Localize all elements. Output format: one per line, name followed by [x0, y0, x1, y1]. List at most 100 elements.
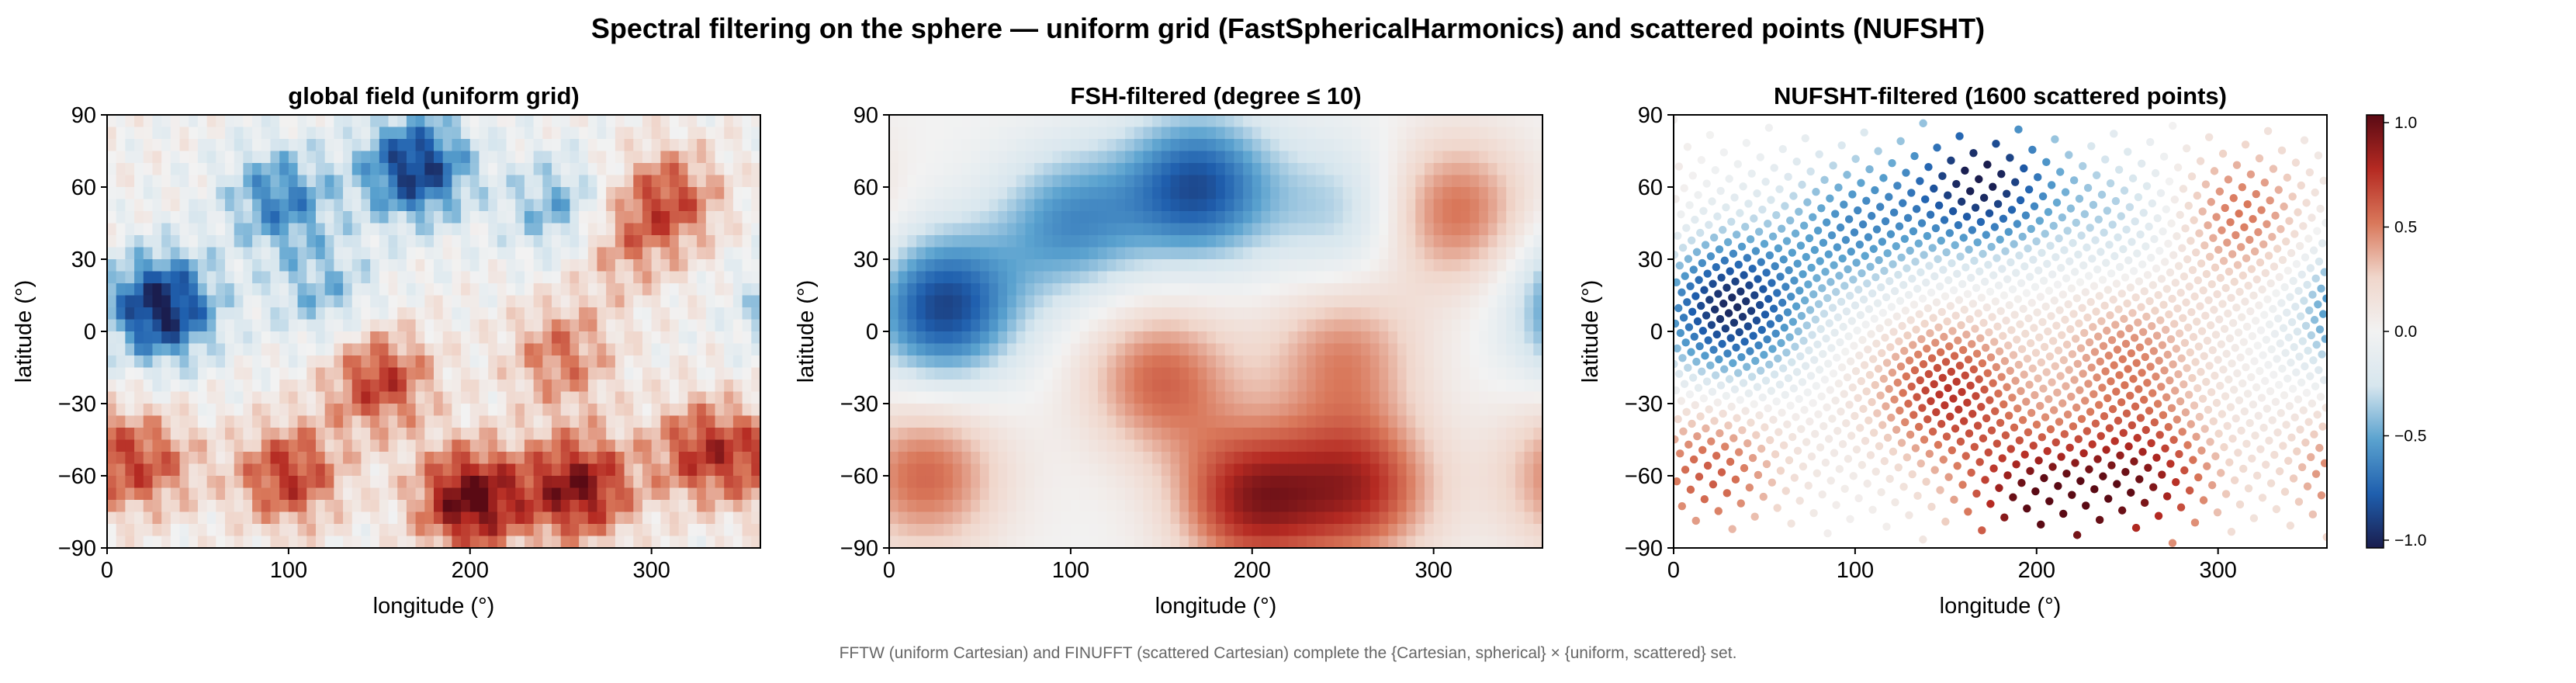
heatmap-cell: [461, 331, 471, 345]
heatmap-cell: [1433, 487, 1443, 501]
heatmap-cell: [1252, 463, 1262, 477]
heatmap-cell: [1487, 235, 1498, 248]
heatmap-cell: [1533, 187, 1542, 200]
heatmap-cell: [452, 247, 462, 260]
heatmap-cell: [705, 223, 716, 236]
heatmap-cell: [1197, 259, 1207, 272]
heatmap-cell: [434, 175, 444, 188]
heatmap-cell: [197, 247, 208, 260]
heatmap-cell: [1261, 199, 1271, 212]
heatmap-cell: [1442, 115, 1452, 128]
heatmap-cell: [461, 127, 471, 140]
heatmap-cell: [1406, 211, 1416, 224]
heatmap-cell: [370, 391, 380, 404]
heatmap-cell: [998, 295, 1008, 308]
heatmap-cell: [961, 151, 971, 164]
heatmap-cell: [898, 319, 908, 332]
heatmap-cell: [1016, 295, 1027, 308]
heatmap-cell: [189, 199, 199, 212]
heatmap-cell: [461, 380, 471, 393]
heatmap-cell: [1279, 452, 1290, 465]
heatmap-cell: [297, 511, 307, 525]
heatmap-cell: [343, 151, 353, 164]
heatmap-cell: [732, 271, 743, 284]
heatmap-cell: [624, 115, 634, 128]
heatmap-cell: [1079, 428, 1089, 441]
heatmap-cell: [651, 319, 661, 332]
heatmap-cell: [1224, 439, 1234, 452]
heatmap-cell: [998, 404, 1008, 417]
heatmap-cell: [406, 487, 417, 501]
heatmap-cell: [606, 127, 616, 140]
heatmap-cell: [434, 452, 444, 465]
heatmap-cell: [351, 163, 362, 176]
heatmap-cell: [542, 235, 552, 248]
heatmap-cell: [324, 199, 334, 212]
heatmap-cell: [989, 223, 999, 236]
heatmap-cell: [587, 476, 598, 489]
heatmap-cell: [670, 127, 680, 140]
heatmap-cell: [170, 487, 181, 501]
heatmap-cell: [107, 235, 117, 248]
heatmap-cell: [397, 175, 407, 188]
heatmap-cell: [1506, 175, 1516, 188]
heatmap-cell: [1224, 151, 1234, 164]
heatmap-cell: [1125, 380, 1135, 393]
heatmap-cell: [971, 259, 981, 272]
heatmap-cell: [225, 151, 235, 164]
heatmap-cell: [624, 439, 634, 452]
heatmap-cell: [406, 271, 417, 284]
heatmap-cell: [1533, 319, 1542, 332]
heatmap-cell: [1397, 476, 1407, 489]
heatmap-cell: [624, 307, 634, 321]
heatmap-cell: [670, 223, 680, 236]
heatmap-cell: [179, 415, 189, 428]
heatmap-cell: [1442, 500, 1452, 513]
heatmap-cell: [379, 391, 390, 404]
heatmap-cell: [469, 391, 480, 404]
heatmap-cell: [1288, 175, 1298, 188]
heatmap-cell: [197, 187, 208, 200]
heatmap-cell: [1433, 235, 1443, 248]
heatmap-cell: [1252, 307, 1262, 321]
heatmap-cell: [1197, 235, 1207, 248]
heatmap-cell: [515, 223, 525, 236]
heatmap-cell: [143, 476, 154, 489]
heatmap-cell: [1143, 415, 1153, 428]
heatmap-cell: [934, 127, 944, 140]
heatmap-cell: [898, 199, 908, 212]
heatmap-cell: [633, 175, 643, 188]
heatmap-cell: [1134, 500, 1144, 513]
heatmap-cell: [1415, 187, 1425, 200]
heatmap-cell: [1197, 487, 1207, 501]
heatmap-cell: [606, 524, 616, 537]
heatmap-cell: [515, 307, 525, 321]
heatmap-cell: [916, 247, 926, 260]
heatmap-cell: [1379, 319, 1389, 332]
heatmap-cell: [306, 500, 317, 513]
heatmap-cell: [361, 511, 371, 525]
heatmap-cell: [1352, 139, 1362, 152]
heatmap-cell: [216, 235, 226, 248]
heatmap-cell: [243, 380, 253, 393]
heatmap-cell: [742, 343, 752, 356]
heatmap-cell: [1388, 247, 1398, 260]
heatmap-cell: [1506, 367, 1516, 380]
heatmap-cell: [1061, 163, 1072, 176]
heatmap-cell: [1379, 235, 1389, 248]
heatmap-cell: [889, 380, 899, 393]
heatmap-cell: [998, 343, 1008, 356]
heatmap-cell: [216, 247, 226, 260]
heatmap-cell: [1415, 223, 1425, 236]
heatmap-cell: [907, 259, 917, 272]
heatmap-cell: [370, 331, 380, 345]
heatmap-cell: [1324, 367, 1335, 380]
heatmap-cell: [1424, 391, 1435, 404]
heatmap-cell: [343, 115, 353, 128]
heatmap-cell: [1161, 163, 1172, 176]
heatmap-cell: [206, 355, 216, 369]
heatmap-cell: [1234, 439, 1244, 452]
heatmap-cell: [134, 524, 144, 537]
heatmap-cell: [506, 404, 516, 417]
heatmap-cell: [1034, 151, 1044, 164]
